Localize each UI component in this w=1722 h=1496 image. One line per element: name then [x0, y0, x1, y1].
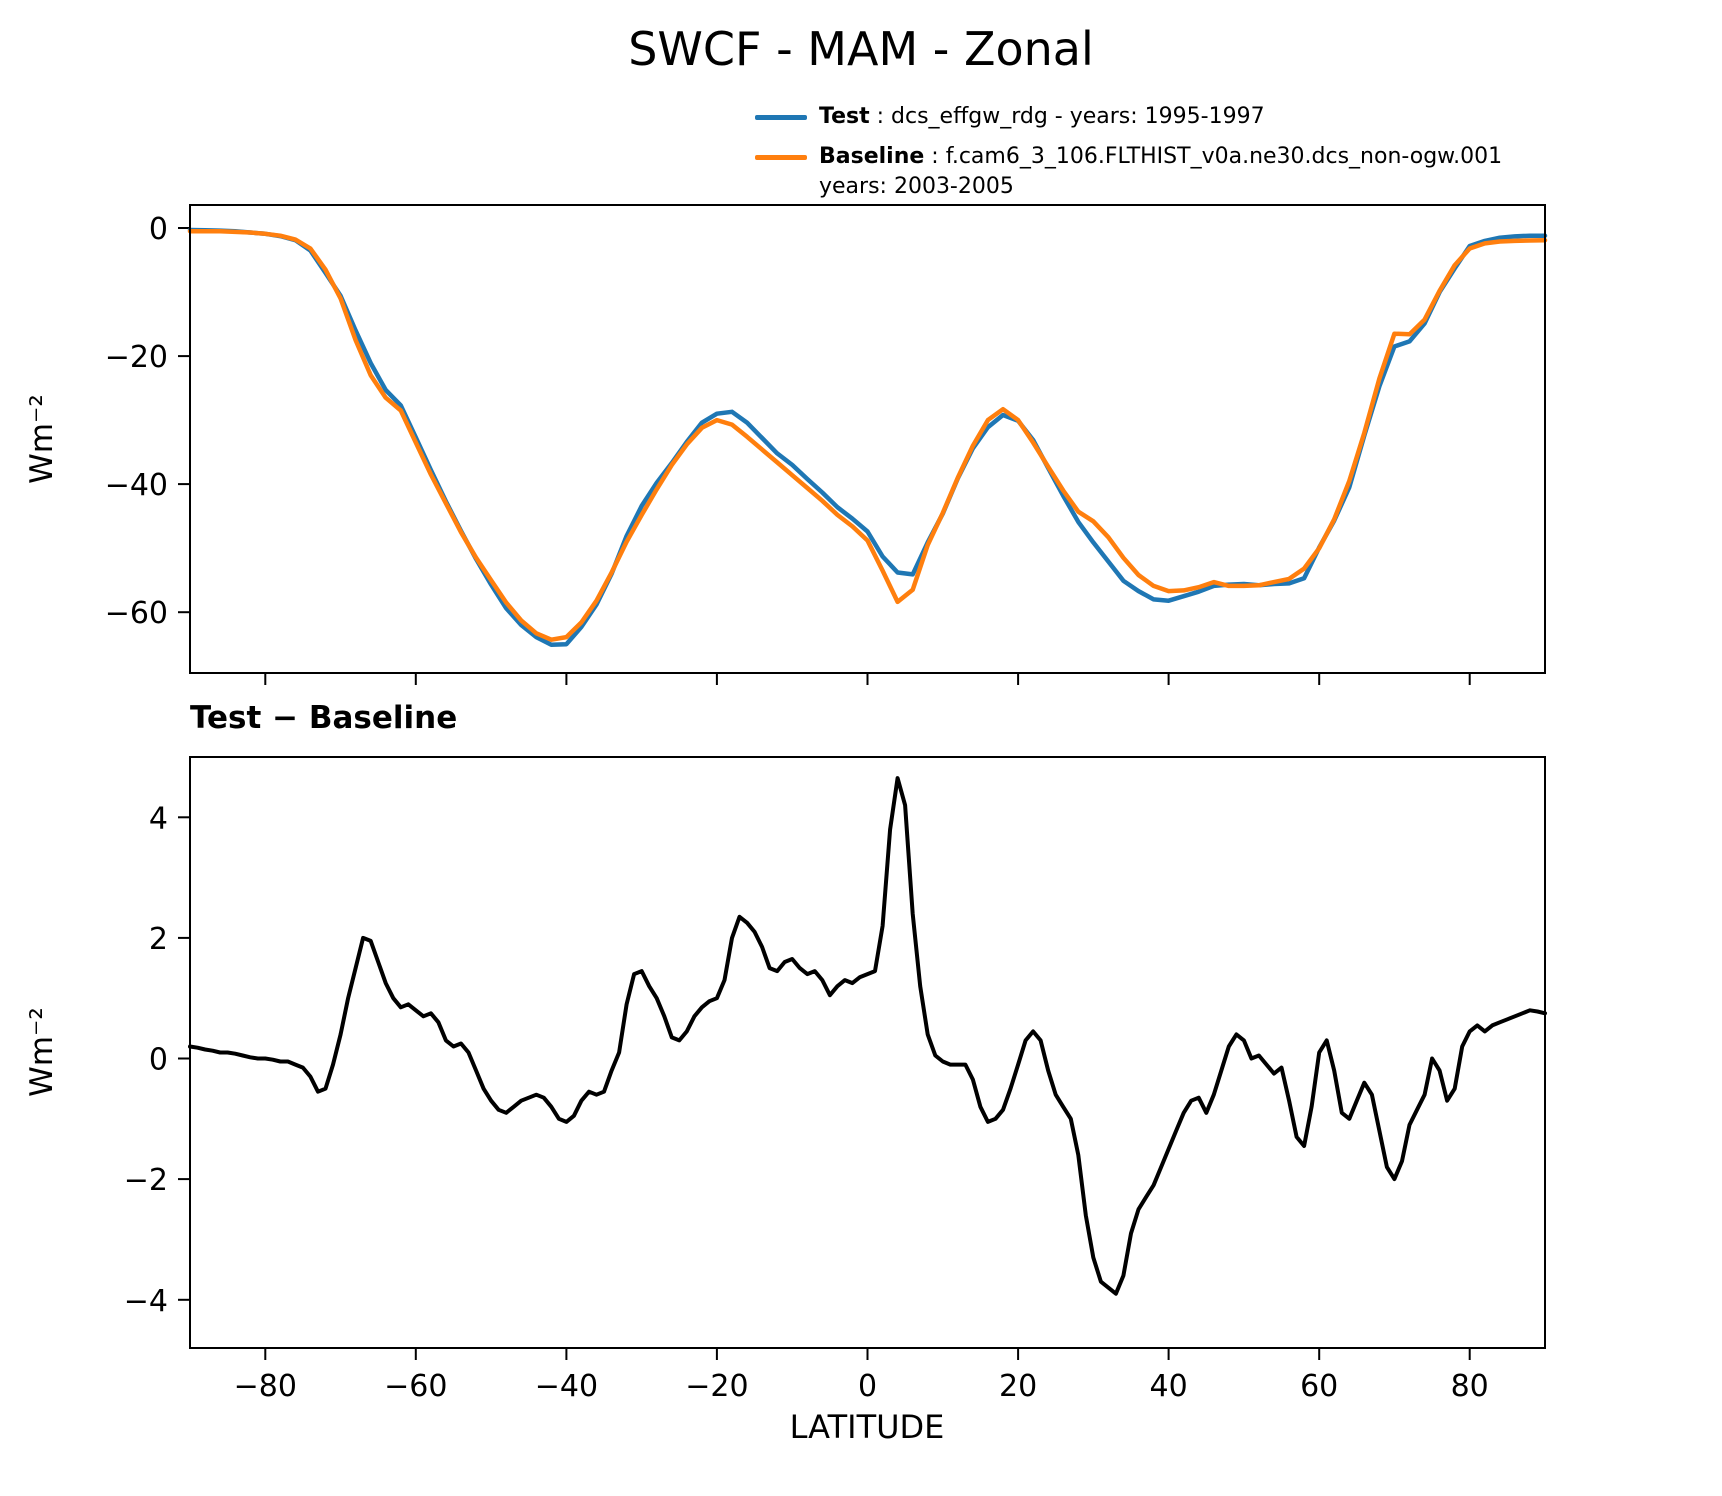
x-tick-label: −40 — [535, 1369, 598, 1404]
x-tick-label: 60 — [1300, 1369, 1338, 1404]
y-tick-label: −2 — [124, 1163, 168, 1198]
y-tick-label: −20 — [105, 340, 168, 375]
test-minus-baseline-line — [188, 776, 1547, 1296]
diff-panel-ylabel: Wm⁻² — [24, 1007, 60, 1097]
y-tick-label: 0 — [149, 212, 168, 247]
baseline-line — [187, 228, 1548, 642]
y-tick-label: −40 — [105, 468, 168, 503]
x-tick-label: −80 — [234, 1369, 297, 1404]
legend-test-name: Test — [819, 104, 870, 129]
legend-item-baseline: Baseline : f.cam6_3_106.FLTHIST_v0a.ne30… — [755, 142, 1502, 202]
test-line-swatch — [755, 115, 807, 120]
x-tick-label: −60 — [384, 1369, 447, 1404]
x-axis-label: LATITUDE — [789, 1408, 945, 1446]
legend-baseline-years: years: 2003-2005 — [819, 174, 1014, 199]
figure-title: SWCF - MAM - Zonal — [628, 22, 1094, 76]
legend-baseline-name: Baseline — [819, 144, 925, 169]
legend-item-test: Test : dcs_effgw_rdg - years: 1995-1997 — [755, 102, 1502, 132]
legend-test-desc: : dcs_effgw_rdg - years: 1995-1997 — [869, 104, 1265, 129]
axes-frame — [189, 756, 1546, 1349]
axes-frame — [189, 204, 1546, 674]
x-tick-label: 0 — [858, 1369, 877, 1404]
y-tick-label: 4 — [149, 801, 168, 836]
x-tick-label: −20 — [685, 1369, 748, 1404]
x-tick-label: 80 — [1451, 1369, 1489, 1404]
diff-panel-title: Test − Baseline — [190, 700, 458, 736]
y-tick-label: 0 — [149, 1043, 168, 1078]
x-tick-label: 20 — [999, 1369, 1037, 1404]
y-tick-label: −60 — [105, 596, 168, 631]
y-tick-label: −4 — [124, 1284, 168, 1319]
legend-item-baseline-label: Baseline : f.cam6_3_106.FLTHIST_v0a.ne30… — [819, 142, 1502, 202]
y-tick-label: 2 — [149, 922, 168, 957]
baseline-line-swatch — [755, 155, 807, 160]
legend-item-test-label: Test : dcs_effgw_rdg - years: 1995-1997 — [819, 102, 1265, 132]
legend-baseline-desc: : f.cam6_3_106.FLTHIST_v0a.ne30.dcs_non-… — [924, 144, 1503, 169]
top-panel-ylabel: Wm⁻² — [24, 394, 60, 484]
legend: Test : dcs_effgw_rdg - years: 1995-1997 … — [755, 102, 1502, 212]
test-line — [187, 227, 1548, 648]
x-tick-label: 40 — [1150, 1369, 1188, 1404]
